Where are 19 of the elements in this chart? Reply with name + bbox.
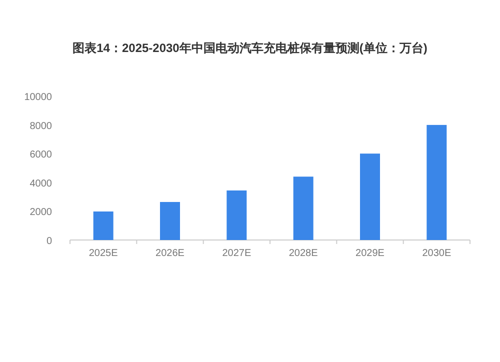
y-tick-label: 4000 (30, 178, 52, 190)
y-tick-label: 8000 (30, 120, 52, 132)
y-tick-label: 2000 (30, 207, 52, 218)
x-tick-label: 2027E (222, 248, 252, 259)
bar (93, 211, 114, 240)
y-tick-label: 10000 (24, 92, 52, 103)
x-tick-label: 2028E (288, 248, 318, 259)
x-tick-label: 2026E (156, 248, 185, 259)
x-tick-label: 2025E (88, 248, 118, 259)
bar (160, 202, 180, 240)
bar (226, 190, 247, 240)
bar (360, 154, 380, 240)
x-tick-label: 2030E (422, 248, 452, 259)
bar (426, 124, 447, 240)
bar (293, 176, 314, 240)
y-tick-label: 6000 (30, 150, 52, 161)
x-tick-label: 2029E (356, 248, 385, 259)
y-tick-label: 0 (46, 236, 52, 247)
chart-title: 图表14：2025-2030年中国电动汽车充电桩保有量预测(单位：万台) (72, 41, 428, 55)
